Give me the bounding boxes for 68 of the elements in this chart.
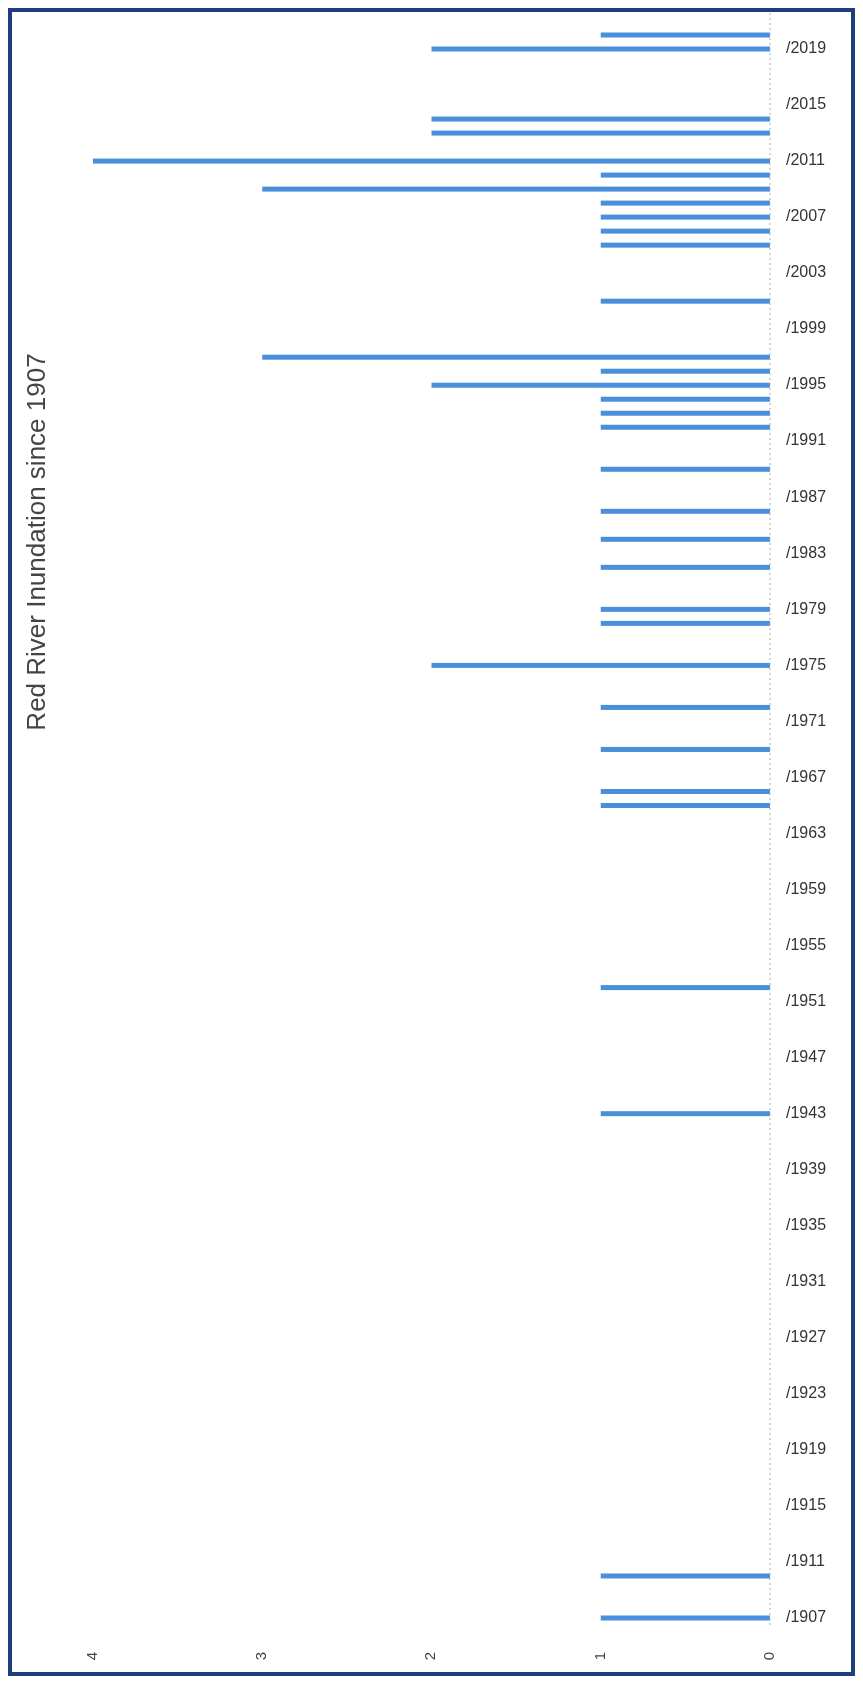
- bar: [600, 802, 770, 808]
- x-tick-label: 3: [252, 1651, 270, 1661]
- y-tick-label: /1979: [786, 599, 827, 617]
- bar: [600, 985, 770, 991]
- bar: [600, 396, 770, 402]
- y-tick-label: /2015: [786, 95, 827, 113]
- y-tick-label: /1995: [786, 375, 827, 393]
- y-tick-label: /1951: [786, 991, 827, 1009]
- y-tick-label: /1923: [786, 1384, 827, 1402]
- bar: [600, 746, 770, 752]
- bar: [600, 214, 770, 220]
- bar: [262, 186, 770, 192]
- bar: [431, 116, 770, 122]
- y-tick-label: /1975: [786, 655, 827, 673]
- y-tick-label: /1991: [786, 431, 827, 449]
- bar: [600, 466, 770, 472]
- y-tick-label: /2011: [786, 151, 825, 169]
- bar: [600, 32, 770, 38]
- bar: [600, 1111, 770, 1117]
- y-tick-label: /2007: [786, 207, 827, 225]
- x-tick-label: 4: [82, 1651, 100, 1661]
- bar: [600, 228, 770, 234]
- y-tick-label: /1963: [786, 823, 827, 841]
- x-tick-label: 1: [590, 1651, 608, 1661]
- bar: [600, 704, 770, 710]
- bar: [600, 536, 770, 542]
- bar: [600, 564, 770, 570]
- y-tick-label: /1983: [786, 543, 827, 561]
- bar: [600, 298, 770, 304]
- bar: [431, 662, 770, 668]
- bar: [93, 158, 770, 164]
- bar: [600, 172, 770, 178]
- bar: [600, 1615, 770, 1621]
- text: Red River Inundation since 1907: [20, 353, 51, 731]
- bar: [600, 410, 770, 416]
- y-tick-label: /1999: [786, 319, 827, 337]
- bar: [600, 424, 770, 430]
- y-tick-label: /1955: [786, 935, 827, 953]
- y-tick-label: /1943: [786, 1103, 827, 1121]
- bar: [600, 242, 770, 248]
- bar: [600, 368, 770, 374]
- bar: [600, 200, 770, 206]
- y-tick-label: /1915: [786, 1496, 827, 1514]
- y-tick-label: /2019: [786, 39, 827, 57]
- y-tick-label: /1931: [786, 1272, 827, 1290]
- y-tick-label: /1911: [786, 1552, 825, 1570]
- y-tick-label: /1967: [786, 767, 827, 785]
- bar: [431, 130, 770, 136]
- x-tick-label: 2: [421, 1651, 439, 1661]
- y-tick-label: /1907: [786, 1608, 827, 1626]
- y-tick-label: /1919: [786, 1440, 827, 1458]
- y-tick-label: /1987: [786, 487, 827, 505]
- bar: [600, 788, 770, 794]
- x-tick-label: 0: [759, 1651, 777, 1661]
- bar: [600, 1573, 770, 1579]
- y-tick-label: /2003: [786, 263, 827, 281]
- bar: [600, 606, 770, 612]
- bar: [262, 354, 770, 360]
- y-tick-label: /1971: [786, 711, 827, 729]
- y-tick-label: /1935: [786, 1215, 827, 1233]
- y-tick-label: /1947: [786, 1047, 827, 1065]
- bar: [431, 46, 770, 52]
- y-tick-label: /1959: [786, 879, 827, 897]
- bar: [600, 508, 770, 514]
- bar: [431, 382, 770, 388]
- bar: [600, 620, 770, 626]
- y-tick-label: /1927: [786, 1328, 827, 1346]
- y-tick-label: /1939: [786, 1159, 827, 1177]
